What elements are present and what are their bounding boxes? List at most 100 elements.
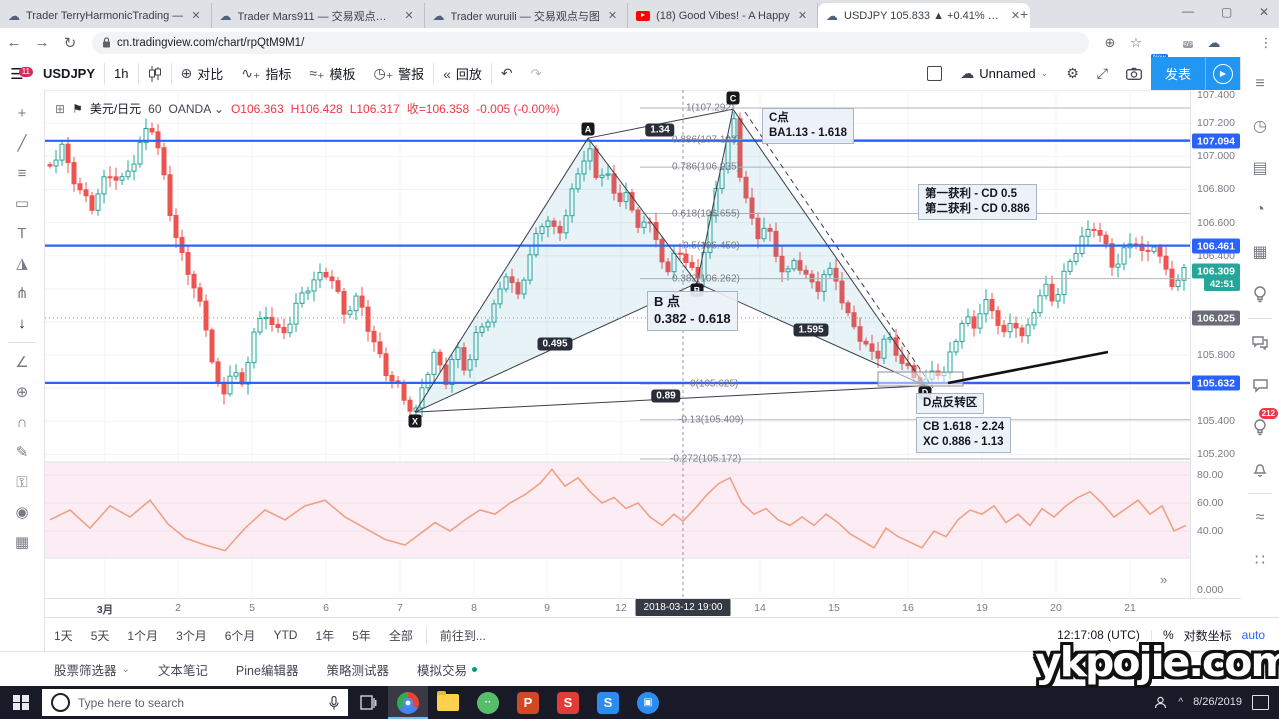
window-close-button[interactable]: ✕ bbox=[1259, 5, 1270, 19]
undo-button[interactable]: ↶ bbox=[500, 65, 513, 81]
tab-close-icon[interactable]: ✕ bbox=[1010, 10, 1021, 22]
tab-close-icon[interactable]: ✕ bbox=[404, 10, 414, 22]
chart-legend[interactable]: ⊞ ⚑ 美元/日元 60 OANDA ⌄ O106.363 H106.428 L… bbox=[55, 100, 560, 117]
chart-settings-button[interactable]: ⚙ bbox=[1057, 57, 1088, 90]
percent-scale-button[interactable]: % bbox=[1162, 628, 1174, 642]
range-button-3个月[interactable]: 3个月 bbox=[176, 628, 207, 643]
tray-expand-chevron[interactable]: ^ bbox=[1178, 697, 1184, 708]
taskbar-search-input[interactable]: Type here to search bbox=[42, 689, 348, 716]
browser-menu-icon[interactable]: ⋮ bbox=[1259, 34, 1273, 50]
trend-line-tool[interactable]: ╱ bbox=[17, 135, 27, 152]
paper-trading-tab[interactable]: 模拟交易 bbox=[403, 660, 491, 679]
tradingview-extension-icon[interactable]: ☁ bbox=[1207, 34, 1221, 50]
pine-editor-tab[interactable]: Pine编辑器 bbox=[235, 664, 299, 678]
range-button-5天[interactable]: 5天 bbox=[90, 628, 110, 643]
reload-button[interactable]: ↻ bbox=[63, 34, 77, 52]
auto-scale-button[interactable]: auto bbox=[1241, 628, 1265, 642]
range-button-ytd[interactable]: YTD bbox=[273, 628, 298, 642]
tab-terryharmonic[interactable]: ☁ Trader TerryHarmonicTrading — ✕ bbox=[0, 3, 212, 28]
range-button-5年[interactable]: 5年 bbox=[352, 628, 371, 643]
text-tool[interactable]: T bbox=[17, 224, 27, 242]
sidebar-extension-icon[interactable]: ⊕ bbox=[1104, 34, 1116, 50]
c-point-label[interactable]: C点 BA1.13 - 1.618 bbox=[762, 108, 854, 144]
zoom-in-tool[interactable]: ⊕ bbox=[15, 384, 29, 401]
hide-drawings-tool[interactable]: ◉ bbox=[15, 504, 29, 521]
tab-wuruili[interactable]: ☁ Trader wuruili — 交易观点与图 ✕ bbox=[425, 3, 629, 28]
taskbar-app-app-s-red[interactable]: S bbox=[548, 686, 588, 719]
legend-expand-icon[interactable]: ⊞ bbox=[55, 101, 66, 116]
fullscreen-button[interactable]: ⤢ bbox=[1088, 57, 1117, 90]
remove-drawings-tool[interactable]: ▦ bbox=[14, 534, 30, 551]
alerts-icon[interactable]: ◷ bbox=[1253, 118, 1267, 135]
tab-close-icon[interactable]: ✕ bbox=[797, 10, 808, 22]
taskbar-app-app-s-blue[interactable]: S bbox=[588, 686, 628, 719]
taskbar-app-file-explorer[interactable] bbox=[428, 686, 468, 719]
xabcd-pattern-tool[interactable]: ◮ bbox=[16, 255, 28, 272]
layout-select-button[interactable] bbox=[918, 57, 951, 90]
watchlist-icon[interactable]: ≡ bbox=[1255, 75, 1265, 92]
magnet-tool[interactable]: ∩ bbox=[16, 413, 28, 431]
start-button[interactable] bbox=[0, 686, 42, 719]
microphone-icon[interactable] bbox=[329, 695, 339, 710]
markets-icon[interactable]: ≈ bbox=[1255, 509, 1265, 526]
main-menu-button[interactable]: ☰ 11 bbox=[0, 65, 34, 83]
new-tab-button[interactable]: + bbox=[1020, 6, 1029, 22]
lock-drawings-tool[interactable]: ⚿ bbox=[16, 473, 28, 491]
taskbar-app-wechat[interactable]: ·· bbox=[468, 686, 508, 719]
templates-button[interactable]: ≈₊ 模板 bbox=[309, 65, 356, 82]
calendar-icon[interactable]: ▦ bbox=[1252, 244, 1268, 261]
time-axis[interactable]: 3月 2 5 6 7 8 9 12 14 15 16 19 20 21 2018-03-12 19:00 bbox=[45, 598, 1241, 618]
prediction-tool[interactable]: ⋔ bbox=[15, 285, 29, 302]
draw-tool[interactable]: ✎ bbox=[15, 444, 29, 461]
text-notes-tab[interactable]: 文本笔记 bbox=[157, 664, 208, 678]
indicators-button[interactable]: ∿₊ 指标 bbox=[241, 65, 292, 82]
window-minimize-button[interactable]: — bbox=[1182, 4, 1194, 18]
taskbar-date[interactable]: 8/26/2019 bbox=[1193, 696, 1242, 709]
replay-button[interactable]: «回放 bbox=[443, 65, 482, 83]
taskbar-app-powerpoint[interactable]: P bbox=[508, 686, 548, 719]
taskbar-app-chrome[interactable] bbox=[388, 686, 428, 719]
private-chat-icon[interactable] bbox=[1245, 364, 1275, 406]
crosshair-tool[interactable]: + bbox=[17, 104, 27, 122]
goto-date-button[interactable]: 前往到... bbox=[439, 628, 486, 643]
more-apps-icon[interactable]: ∷ bbox=[1254, 552, 1266, 569]
devtools-extension-icon[interactable]: </> bbox=[1182, 41, 1194, 48]
url-bar[interactable]: cn.tradingview.com/chart/rpQtM9M1/ bbox=[92, 31, 1089, 54]
interval-button[interactable]: 1h bbox=[114, 66, 129, 81]
price-axis[interactable]: 107.400 107.200 107.000 106.800 106.600 106.4… bbox=[1190, 89, 1242, 598]
bookmark-star-icon[interactable]: ☆ bbox=[1130, 34, 1142, 50]
clock-utc[interactable]: 12:17:08 (UTC) bbox=[1057, 628, 1140, 642]
news-icon[interactable]: ▤ bbox=[1252, 160, 1268, 177]
forward-button[interactable]: → bbox=[34, 34, 50, 51]
fib-tool[interactable]: ≡ bbox=[17, 164, 27, 182]
range-button-1天[interactable]: 1天 bbox=[54, 628, 73, 643]
redo-button[interactable]: ↷ bbox=[530, 65, 542, 81]
back-button[interactable]: ← bbox=[6, 34, 22, 51]
taskbar-app-task-view[interactable] bbox=[348, 686, 388, 719]
cloud-save-button[interactable]: ☁ Unnamed ⌄ bbox=[960, 65, 1049, 81]
b-point-label[interactable]: B 点 0.382 - 0.618 bbox=[647, 291, 738, 331]
people-icon[interactable] bbox=[1153, 696, 1168, 709]
stock-screener-tab[interactable]: 股票筛选器 ⌄ bbox=[54, 664, 130, 678]
symbol-button[interactable]: USDJPY bbox=[43, 66, 96, 81]
tab-close-icon[interactable]: ✕ bbox=[191, 10, 201, 22]
tab-usdjpy-chart[interactable]: ☁ USDJPY 105.833 ▲ +0.41% Unna ✕ bbox=[818, 3, 1031, 28]
d-zone-values-label[interactable]: CB 1.618 - 2.24 XC 0.886 - 1.13 bbox=[916, 417, 1012, 453]
ideas-stream-icon[interactable]: 212 bbox=[1245, 406, 1278, 448]
snapshot-button[interactable] bbox=[1117, 57, 1151, 90]
d-zone-title-label[interactable]: D点反转区 bbox=[916, 393, 985, 414]
publish-button[interactable]: 发表 bbox=[1150, 57, 1205, 90]
strategy-tester-tab[interactable]: 策略测试器 bbox=[326, 664, 389, 678]
taskbar-app-video-app[interactable]: ▣ bbox=[628, 686, 668, 719]
chart-canvas[interactable] bbox=[45, 90, 1190, 598]
arrow-tool[interactable]: ↓ bbox=[18, 314, 26, 332]
tab-mars911[interactable]: ☁ Trader Mars911 — 交易观点与图 ✕ bbox=[212, 3, 425, 28]
tab-youtube[interactable]: (18) Good Vibes! - A Happy ✕ bbox=[628, 3, 819, 28]
range-button-全部[interactable]: 全部 bbox=[388, 628, 413, 643]
shapes-tool[interactable]: ▭ bbox=[14, 195, 30, 212]
alert-button[interactable]: ◷₊ 警报 bbox=[373, 65, 425, 82]
legend-flag-icon[interactable]: ⚑ bbox=[72, 101, 83, 116]
compare-button[interactable]: ⊕ 对比 bbox=[180, 65, 224, 82]
pane-collapse-button[interactable]: » bbox=[1160, 572, 1168, 587]
legend-exchange[interactable]: OANDA ⌄ bbox=[168, 101, 224, 116]
